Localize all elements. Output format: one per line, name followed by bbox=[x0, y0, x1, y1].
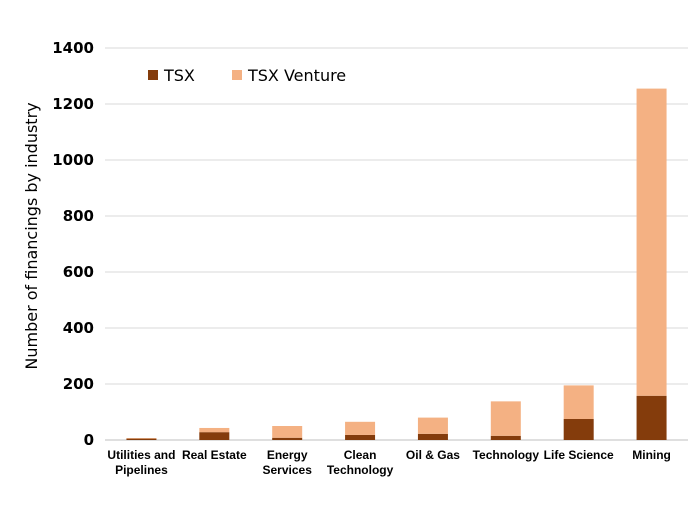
bar-segment-tsx bbox=[272, 437, 303, 440]
bar-segment-tsx-venture bbox=[636, 88, 667, 396]
y-tick-label: 1200 bbox=[52, 95, 94, 113]
bar-segment-tsx-venture bbox=[126, 438, 157, 439]
x-category-label: Utilities and Pipelines bbox=[107, 448, 175, 477]
bars bbox=[126, 88, 667, 440]
bar-segment-tsx bbox=[126, 438, 157, 440]
bar-segment-tsx-venture bbox=[417, 417, 448, 434]
bar-segment-tsx bbox=[199, 432, 230, 440]
bar-segment-tsx bbox=[490, 435, 521, 440]
bar-segment-tsx-venture bbox=[345, 421, 376, 435]
bar-segment-tsx-venture bbox=[490, 401, 521, 436]
legend-swatch bbox=[232, 70, 242, 80]
y-axis-ticks: 0 200 400 600 800 1000 1200 1400 bbox=[52, 39, 94, 449]
x-category-label: Clean Technology bbox=[327, 448, 394, 477]
legend-label: TSX Venture bbox=[247, 66, 346, 85]
y-tick-label: 200 bbox=[63, 375, 94, 393]
legend: TSX TSX Venture bbox=[148, 66, 346, 85]
y-tick-label: 1400 bbox=[52, 39, 94, 57]
gridlines bbox=[105, 47, 688, 441]
bar-segment-tsx-venture bbox=[272, 426, 303, 438]
x-category-label: Life Science bbox=[544, 448, 614, 462]
y-tick-label: 600 bbox=[63, 263, 94, 281]
legend-label: TSX bbox=[163, 66, 195, 85]
legend-swatch bbox=[148, 70, 158, 80]
y-tick-label: 1000 bbox=[52, 151, 94, 169]
x-category-label: Real Estate bbox=[182, 448, 247, 462]
bar-segment-tsx bbox=[636, 395, 667, 440]
bar-segment-tsx bbox=[345, 434, 376, 440]
x-category-label: Technology bbox=[473, 448, 540, 462]
y-tick-label: 400 bbox=[63, 319, 94, 337]
x-category-label: Mining bbox=[632, 448, 671, 462]
x-axis-categories: Utilities and Pipelines Real Estate Energy S… bbox=[107, 448, 670, 477]
bar-segment-tsx-venture bbox=[563, 385, 594, 419]
x-category-label: Oil & Gas bbox=[406, 448, 460, 462]
bar-segment-tsx-venture bbox=[199, 427, 230, 433]
x-category-label: Energy Services bbox=[262, 448, 312, 477]
bar-segment-tsx bbox=[563, 419, 594, 440]
y-tick-label: 0 bbox=[84, 431, 94, 449]
bar-segment-tsx bbox=[417, 433, 448, 440]
y-tick-label: 800 bbox=[63, 207, 94, 225]
y-axis-title: Number of financings by industry bbox=[22, 102, 41, 369]
